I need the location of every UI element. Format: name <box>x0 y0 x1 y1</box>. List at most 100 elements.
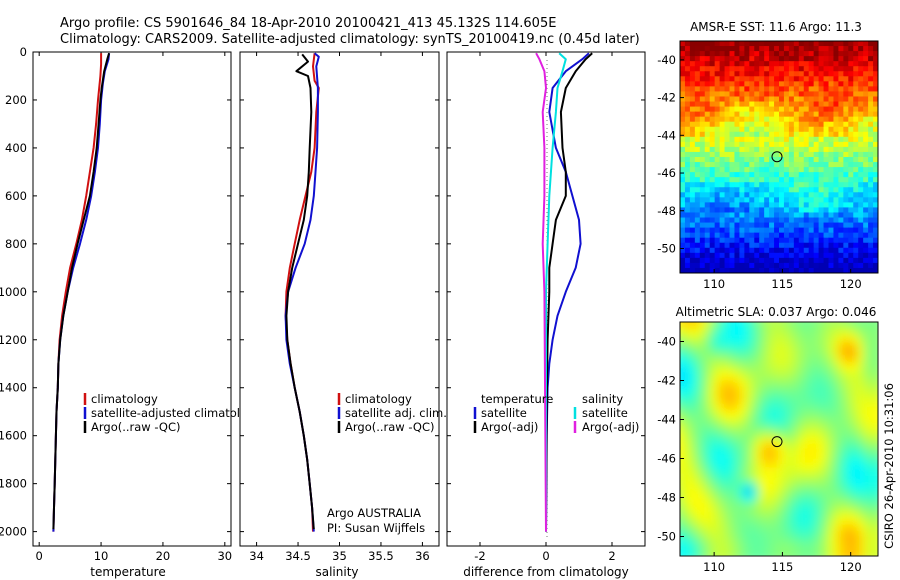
heatmap-cell <box>873 227 878 234</box>
heatmap-cell <box>853 262 859 269</box>
heatmap-cell <box>754 101 760 108</box>
heatmap-cell <box>848 197 854 203</box>
heatmap-cell <box>798 237 805 244</box>
heatmap-cell <box>823 172 830 178</box>
heatmap-cell <box>704 187 711 193</box>
heatmap-cell <box>779 121 785 128</box>
heatmap-cell <box>779 162 785 168</box>
heatmap-cell <box>689 237 696 244</box>
heatmap-cell <box>863 212 869 219</box>
heatmap-cell <box>749 202 755 209</box>
heatmap-cell <box>774 222 780 229</box>
heatmap-cell <box>803 192 810 198</box>
heatmap-cell <box>833 257 839 264</box>
sst-map-ticks: 110 115 120-40-42-44-46-48-50 <box>657 53 861 291</box>
legend-title-salinity: salinity <box>582 392 623 406</box>
heatmap-cell <box>783 116 790 123</box>
sst-map-frame <box>679 40 879 274</box>
heatmap-cell <box>838 237 844 244</box>
heatmap-cell <box>764 242 770 249</box>
heatmap-cell <box>828 172 835 178</box>
legend-label-t-argo: Argo(-adj) <box>481 420 538 434</box>
heatmap-cell <box>868 61 874 67</box>
heatmap-cell <box>823 86 830 93</box>
heatmap-cell <box>680 136 686 143</box>
heatmap-cell <box>779 217 785 224</box>
heatmap-cell <box>863 222 869 229</box>
heatmap-cell <box>828 41 835 47</box>
heatmap-cell <box>739 56 745 62</box>
heatmap-cell <box>729 41 736 47</box>
heatmap-cell <box>694 151 701 158</box>
heatmap-cell <box>843 222 849 229</box>
heatmap-cell <box>818 91 825 98</box>
heatmap-cell <box>783 262 790 269</box>
heatmap-cell <box>873 212 878 219</box>
heatmap-cell <box>759 136 765 143</box>
heatmap-cell <box>764 237 770 244</box>
heatmap-cell <box>734 56 740 62</box>
heatmap-cell <box>764 66 770 72</box>
heatmap-cell <box>853 187 859 193</box>
heatmap-cell <box>684 237 691 244</box>
heatmap-cell <box>684 262 691 269</box>
heatmap-cell <box>739 177 745 183</box>
heatmap-cell <box>729 151 736 158</box>
heatmap-cell <box>833 187 839 193</box>
heatmap-cell <box>764 41 770 47</box>
heatmap-cell <box>709 116 716 123</box>
heatmap-cell <box>729 111 736 118</box>
heatmap-cell <box>779 116 785 123</box>
heatmap-cell <box>680 207 686 214</box>
heatmap-cell <box>843 151 849 158</box>
heatmap-cell <box>769 71 775 77</box>
heatmap-cell <box>818 66 825 72</box>
heatmap-cell <box>689 96 696 103</box>
heatmap-cell <box>714 262 721 269</box>
heatmap-cell <box>719 126 726 133</box>
heatmap-cell <box>803 121 810 128</box>
salinity-panel: 34 34.5 35 35.5 36 salinity climatology sate… <box>239 51 447 579</box>
heatmap-cell <box>808 91 815 98</box>
heatmap-cell <box>734 116 740 123</box>
heatmap-cell <box>818 151 825 158</box>
heatmap-cell <box>808 212 815 219</box>
heatmap-cell <box>788 257 795 264</box>
heatmap-cell <box>788 56 795 62</box>
heatmap-cell <box>684 207 691 214</box>
heatmap-cell <box>699 247 706 254</box>
heatmap-cell <box>863 111 869 118</box>
heatmap-cell <box>734 86 740 93</box>
heatmap-cell <box>858 91 864 98</box>
heatmap-cell <box>848 172 854 178</box>
heatmap-cell <box>873 131 878 138</box>
heatmap-cell <box>853 242 859 249</box>
heatmap-cell <box>823 151 830 158</box>
heatmap-cell <box>769 81 775 87</box>
heatmap-cell <box>838 267 844 273</box>
x-tick-label: 120 <box>840 560 862 574</box>
heatmap-cell <box>729 257 736 264</box>
heatmap-cell <box>783 212 790 219</box>
heatmap-cell <box>739 126 745 133</box>
heatmap-cell <box>699 212 706 219</box>
heatmap-cell <box>684 46 691 52</box>
heatmap-cell <box>714 91 721 98</box>
heatmap-cell <box>704 227 711 234</box>
heatmap-cell <box>680 126 686 133</box>
heatmap-cell <box>843 162 849 168</box>
heatmap-cell <box>759 157 765 163</box>
heatmap-cell <box>774 121 780 128</box>
heatmap-cell <box>843 197 849 203</box>
heatmap-cell <box>680 86 686 93</box>
heatmap-cell <box>779 197 785 203</box>
heatmap-cell <box>823 167 830 173</box>
heatmap-cell <box>719 146 726 153</box>
heatmap-cell <box>709 146 716 153</box>
heatmap-cell <box>828 257 835 264</box>
heatmap-cell <box>853 116 859 123</box>
heatmap-cell <box>724 101 731 108</box>
heatmap-cell <box>813 177 820 183</box>
heatmap-cell <box>754 262 760 269</box>
x-tick-label: 0 <box>542 549 549 563</box>
